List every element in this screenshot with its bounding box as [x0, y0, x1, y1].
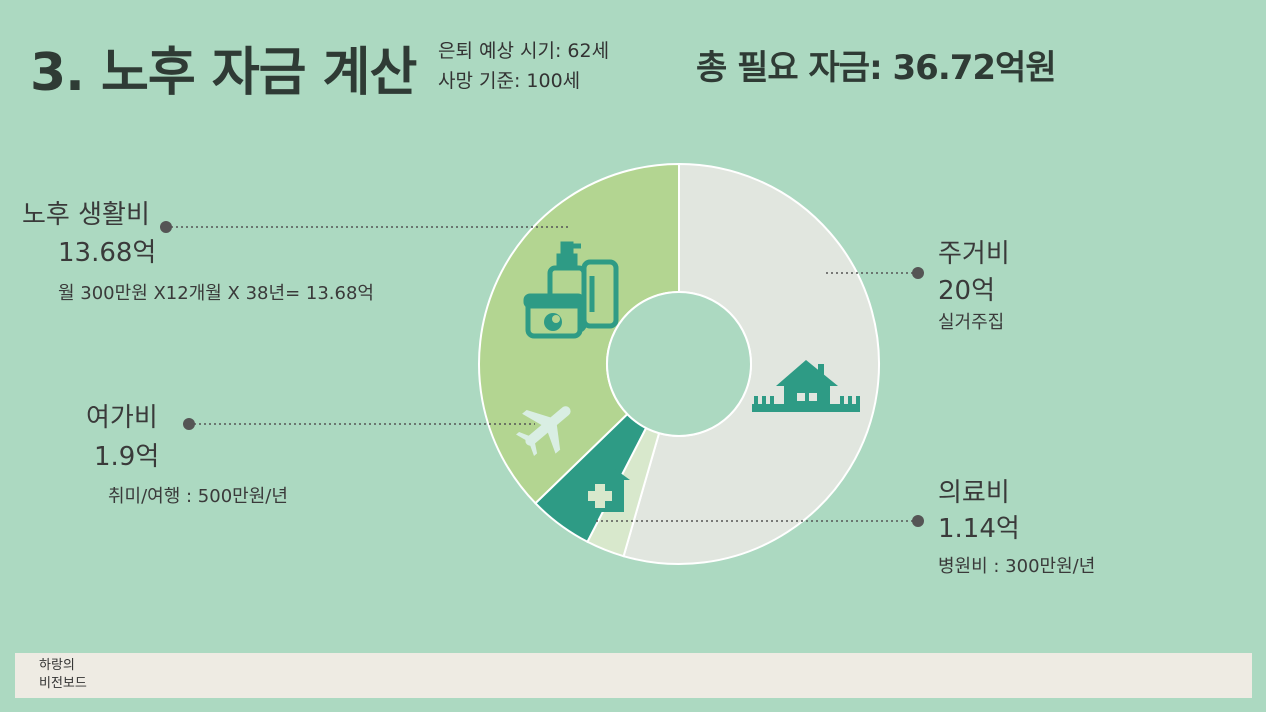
label-leisure-value: 1.9억 — [94, 442, 160, 472]
leader-dot-medical — [912, 515, 924, 527]
label-housing-note: 실거주집 — [938, 312, 1005, 333]
hospital-icon — [570, 458, 630, 512]
label-living-value: 13.68억 — [58, 238, 157, 268]
donut-hole — [606, 291, 752, 437]
leader-dot-living — [160, 221, 172, 233]
label-medical-note: 병원비 : 300만원/년 — [938, 556, 1096, 577]
label-medical-value: 1.14억 — [938, 514, 1020, 544]
leader-dot-leisure — [183, 418, 195, 430]
label-housing-value: 20억 — [938, 276, 996, 306]
retire-age-text: 은퇴 예상 시기: 62세 — [438, 40, 610, 62]
house-icon — [752, 360, 860, 412]
leader-lines — [166, 226, 916, 522]
label-medical-name: 의료비 — [938, 478, 1010, 508]
footer-bar: 하랑의 비전보드 — [15, 653, 1252, 698]
label-living-name: 노후 생활비 — [22, 200, 150, 230]
footer-line-2: 비전보드 — [39, 676, 87, 691]
leader-dot-housing — [912, 267, 924, 279]
death-age-text: 사망 기준: 100세 — [438, 70, 581, 92]
total-required-funds: 총 필요 자금: 36.72억원 — [696, 48, 1057, 88]
retirement-info: 은퇴 예상 시기: 62세 사망 기준: 100세 — [438, 36, 609, 96]
label-leisure-note: 취미/여행 : 500만원/년 — [108, 486, 288, 507]
label-living-note: 월 300만원 X12개월 X 38년= 13.68억 — [58, 283, 374, 304]
footer-brand: 하랑의 비전보드 — [39, 657, 87, 693]
airplane-icon — [516, 406, 571, 457]
label-leisure-name: 여가비 — [86, 403, 158, 433]
page-title: 3. 노후 자금 계산 — [30, 43, 417, 103]
footer-line-1: 하랑의 — [39, 658, 75, 673]
label-housing-name: 주거비 — [938, 239, 1010, 269]
cosmetics-icon — [523, 241, 619, 339]
